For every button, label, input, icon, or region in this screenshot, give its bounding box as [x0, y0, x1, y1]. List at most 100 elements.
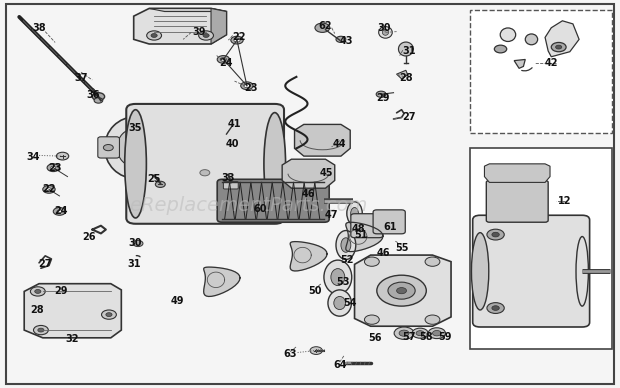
- Text: 23: 23: [244, 83, 258, 93]
- Ellipse shape: [500, 28, 516, 42]
- Circle shape: [198, 31, 213, 40]
- Circle shape: [43, 185, 55, 193]
- Ellipse shape: [351, 208, 358, 219]
- Ellipse shape: [336, 230, 356, 260]
- Polygon shape: [346, 222, 383, 251]
- Text: 32: 32: [65, 334, 79, 344]
- Circle shape: [315, 23, 330, 32]
- Circle shape: [217, 55, 229, 63]
- Ellipse shape: [334, 296, 345, 310]
- FancyBboxPatch shape: [486, 180, 548, 222]
- Text: 52: 52: [340, 255, 354, 265]
- Circle shape: [231, 36, 243, 44]
- Text: 42: 42: [544, 57, 558, 68]
- Text: 22: 22: [232, 33, 246, 42]
- Text: eReplacementParts.com: eReplacementParts.com: [129, 196, 367, 215]
- Circle shape: [425, 315, 440, 324]
- Text: 23: 23: [48, 163, 62, 173]
- Text: 53: 53: [336, 277, 350, 287]
- Text: 41: 41: [228, 120, 241, 130]
- Text: 28: 28: [399, 73, 413, 83]
- Text: 24: 24: [219, 57, 233, 68]
- Circle shape: [147, 31, 162, 40]
- Text: 30: 30: [378, 23, 391, 33]
- Circle shape: [376, 91, 386, 97]
- Polygon shape: [484, 164, 550, 182]
- Text: 61: 61: [384, 222, 397, 232]
- Text: 62: 62: [319, 21, 332, 31]
- Circle shape: [35, 289, 41, 293]
- Circle shape: [203, 33, 209, 37]
- Text: 50: 50: [308, 286, 322, 296]
- Text: 59: 59: [438, 332, 451, 342]
- Circle shape: [492, 232, 499, 237]
- Text: 56: 56: [368, 333, 382, 343]
- Text: 24: 24: [55, 206, 68, 217]
- Text: 51: 51: [354, 230, 368, 240]
- Text: 45: 45: [320, 168, 334, 178]
- Text: 12: 12: [558, 196, 572, 206]
- Text: 36: 36: [87, 90, 100, 100]
- Circle shape: [241, 82, 253, 90]
- Circle shape: [102, 310, 117, 319]
- Circle shape: [365, 315, 379, 324]
- Text: 33: 33: [221, 173, 235, 183]
- Polygon shape: [514, 59, 525, 68]
- Polygon shape: [397, 70, 408, 79]
- Ellipse shape: [125, 110, 146, 218]
- Text: 25: 25: [148, 173, 161, 184]
- Ellipse shape: [341, 238, 351, 252]
- Ellipse shape: [328, 290, 352, 316]
- Polygon shape: [294, 125, 350, 156]
- Text: 28: 28: [30, 305, 43, 315]
- Text: 39: 39: [192, 27, 205, 36]
- Circle shape: [310, 347, 322, 355]
- Text: 34: 34: [26, 152, 40, 162]
- Ellipse shape: [383, 29, 389, 35]
- Circle shape: [412, 328, 428, 338]
- Polygon shape: [355, 255, 451, 326]
- Text: 57: 57: [402, 332, 416, 342]
- Text: 30: 30: [129, 239, 143, 248]
- Circle shape: [30, 287, 45, 296]
- Circle shape: [38, 328, 44, 332]
- FancyBboxPatch shape: [98, 137, 120, 158]
- Circle shape: [336, 36, 346, 42]
- Ellipse shape: [576, 237, 588, 306]
- Text: 44: 44: [333, 139, 347, 149]
- Ellipse shape: [278, 198, 293, 219]
- Text: 43: 43: [339, 36, 353, 46]
- Circle shape: [200, 170, 210, 176]
- FancyBboxPatch shape: [373, 210, 405, 234]
- Text: 40: 40: [226, 139, 239, 149]
- Circle shape: [220, 57, 226, 61]
- Text: 31: 31: [402, 46, 416, 56]
- Circle shape: [104, 144, 113, 151]
- Circle shape: [106, 313, 112, 317]
- Text: 55: 55: [395, 243, 409, 253]
- Circle shape: [397, 288, 407, 294]
- Ellipse shape: [105, 117, 167, 178]
- FancyBboxPatch shape: [223, 182, 238, 189]
- Polygon shape: [24, 284, 122, 338]
- Polygon shape: [211, 9, 226, 44]
- Circle shape: [151, 33, 157, 37]
- Circle shape: [56, 152, 69, 160]
- Bar: [469, 10, 612, 133]
- Text: 26: 26: [82, 232, 95, 242]
- Circle shape: [388, 282, 415, 299]
- FancyBboxPatch shape: [126, 104, 284, 224]
- Ellipse shape: [324, 260, 352, 294]
- Circle shape: [394, 327, 414, 340]
- Text: 37: 37: [74, 73, 88, 83]
- Text: 29: 29: [55, 286, 68, 296]
- Text: 38: 38: [32, 23, 46, 33]
- Ellipse shape: [525, 34, 538, 45]
- Bar: [469, 148, 612, 350]
- Circle shape: [46, 188, 51, 191]
- Circle shape: [487, 229, 504, 240]
- FancyBboxPatch shape: [472, 215, 590, 327]
- Text: 47: 47: [325, 210, 339, 220]
- Text: 49: 49: [170, 296, 184, 307]
- Circle shape: [377, 275, 427, 306]
